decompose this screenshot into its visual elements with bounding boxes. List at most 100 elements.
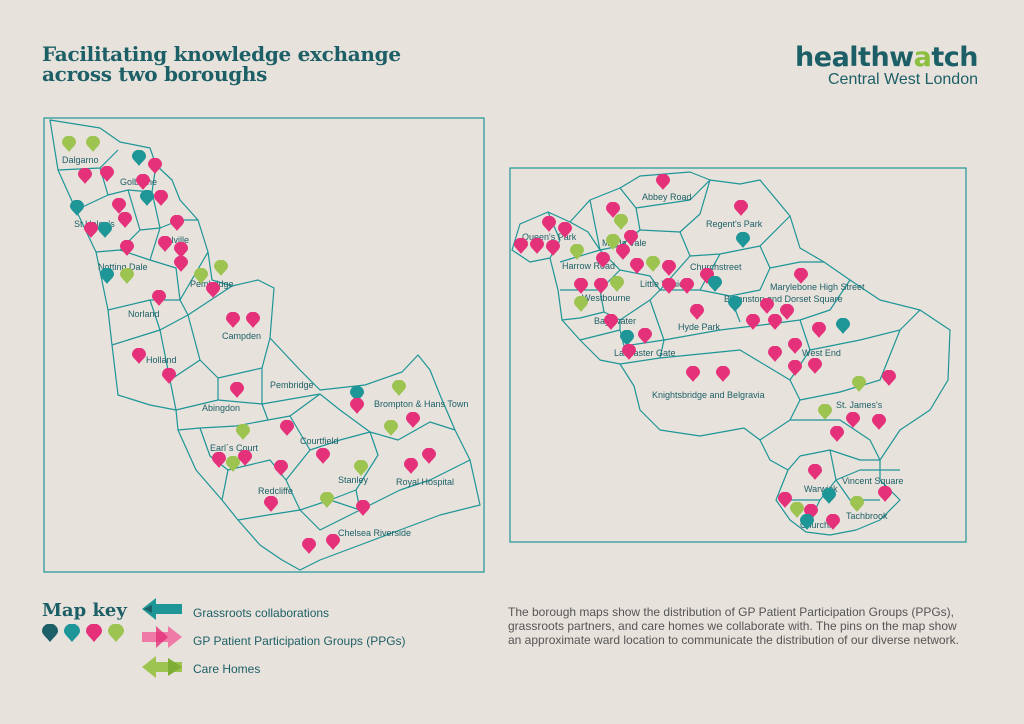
right-ward-labels: Abbey Road Regent's Park Queen's Park Ma… <box>522 192 903 530</box>
ppg-pin <box>350 398 364 414</box>
ward-label: Maida Vale <box>602 238 646 248</box>
care-home-pin <box>818 404 832 420</box>
ppg-pin <box>616 244 630 260</box>
ppg-pin <box>542 216 556 232</box>
title-line-1: Facilitating knowledge exchange <box>42 42 401 66</box>
ppg-pin <box>274 460 288 476</box>
ward-label: Earl´s Court <box>210 443 259 453</box>
ppg-pin <box>630 258 644 274</box>
ward-label: Hyde Park <box>678 322 721 332</box>
ppg-pin <box>690 304 704 320</box>
key-label-care-homes: Care Homes <box>193 662 261 676</box>
care-home-pin <box>392 380 406 396</box>
care-home-pin <box>570 244 584 260</box>
ppg-pin <box>316 448 330 464</box>
ppg-pin <box>78 168 92 184</box>
ppg-pin <box>212 452 226 468</box>
care-home-pin <box>62 136 76 152</box>
ward-label: Royal Hospital <box>396 477 454 487</box>
map-key-pins <box>42 624 124 642</box>
left-map-pins <box>62 136 436 554</box>
ward-label: Harrow Road <box>562 261 615 271</box>
care-home-pin <box>384 420 398 436</box>
left-map-frame <box>43 117 485 573</box>
ward-label: Notting Dale <box>98 262 148 272</box>
ppg-pin <box>118 212 132 228</box>
care-home-pin <box>214 260 228 276</box>
ppg-pin <box>768 314 782 330</box>
ppg-pin <box>812 322 826 338</box>
ward-label: St. James's <box>836 400 883 410</box>
ward-label: Campden <box>222 331 261 341</box>
ppg-pin <box>158 236 172 252</box>
teal-pin-icon <box>64 624 80 642</box>
grassroots-pin <box>132 150 146 166</box>
teal-arrows-icon <box>142 598 182 620</box>
ppg-pin <box>356 500 370 516</box>
ward-label: Marylebone High Street <box>770 282 865 292</box>
ppg-pin <box>574 278 588 294</box>
ward-label: Queen's Park <box>522 232 577 242</box>
ward-label: Tachbrook <box>846 511 888 521</box>
care-home-pin <box>236 424 250 440</box>
ppg-pin <box>746 314 760 330</box>
grassroots-pin <box>708 276 722 292</box>
care-home-pin <box>574 296 588 312</box>
ppg-pin <box>686 366 700 382</box>
title-line-2: across two boroughs <box>42 62 268 86</box>
ppg-pin <box>780 304 794 320</box>
grassroots-pin <box>728 296 742 312</box>
ppg-pin <box>132 348 146 364</box>
ward-label: West End <box>802 348 841 358</box>
ppg-pin <box>604 314 618 330</box>
key-label-grassroots: Grassroots collaborations <box>193 606 330 620</box>
ppg-pin <box>112 198 126 214</box>
ward-label: Bryanston and Dorset Square <box>724 294 843 304</box>
ppg-pin <box>170 215 184 231</box>
ppg-pin <box>302 538 316 554</box>
ppg-pin <box>226 312 240 328</box>
ppg-pin <box>230 382 244 398</box>
ward-label: Redcliffe <box>258 486 293 496</box>
ppg-pin <box>530 238 544 254</box>
care-home-pin <box>852 376 866 392</box>
ppg-pin <box>788 360 802 376</box>
page-title: Facilitating knowledge exchange across t… <box>42 44 401 84</box>
ward-label: Pembridge <box>270 380 314 390</box>
ppg-pin <box>808 358 822 374</box>
ppg-pin <box>594 278 608 294</box>
care-home-pin <box>790 502 804 518</box>
ppg-pin <box>878 486 892 502</box>
map-description: The borough maps show the distribution o… <box>508 605 959 647</box>
ward-label: Vincent Square <box>842 476 903 486</box>
ward-label: Abingdon <box>202 403 240 413</box>
right-borough-map: Abbey Road Regent's Park Queen's Park Ma… <box>509 167 967 543</box>
grassroots-pin <box>836 318 850 334</box>
care-home-pin <box>614 214 628 230</box>
care-home-pin <box>850 496 864 512</box>
ppg-pin <box>152 290 166 306</box>
pink-arrows-icon <box>142 626 182 648</box>
healthwatch-logo: healthwatch Central West London <box>795 44 978 89</box>
care-home-pin <box>646 256 660 272</box>
ppg-pin <box>84 222 98 238</box>
ppg-pin <box>830 426 844 442</box>
ward-label: Courtfield <box>300 436 339 446</box>
ppg-pin <box>872 414 886 430</box>
ward-label: Chelsea Riverside <box>338 528 411 538</box>
ppg-pin <box>238 450 252 466</box>
grassroots-pin <box>70 200 84 216</box>
map-key-title: Map key <box>42 600 127 621</box>
ward-label: Westbourne <box>582 293 630 303</box>
ppg-pin <box>768 346 782 362</box>
ppg-pin <box>280 420 294 436</box>
ward-label: Warwick <box>804 484 838 494</box>
ppg-pin <box>154 190 168 206</box>
grassroots-pin <box>736 232 750 248</box>
ward-label: Regent's Park <box>706 219 763 229</box>
ward-label: Holland <box>146 355 177 365</box>
left-borough-map: Dalgarno Golborne St Helen's Colville No… <box>43 117 485 573</box>
ppg-pin <box>422 448 436 464</box>
ppg-pin <box>162 368 176 384</box>
